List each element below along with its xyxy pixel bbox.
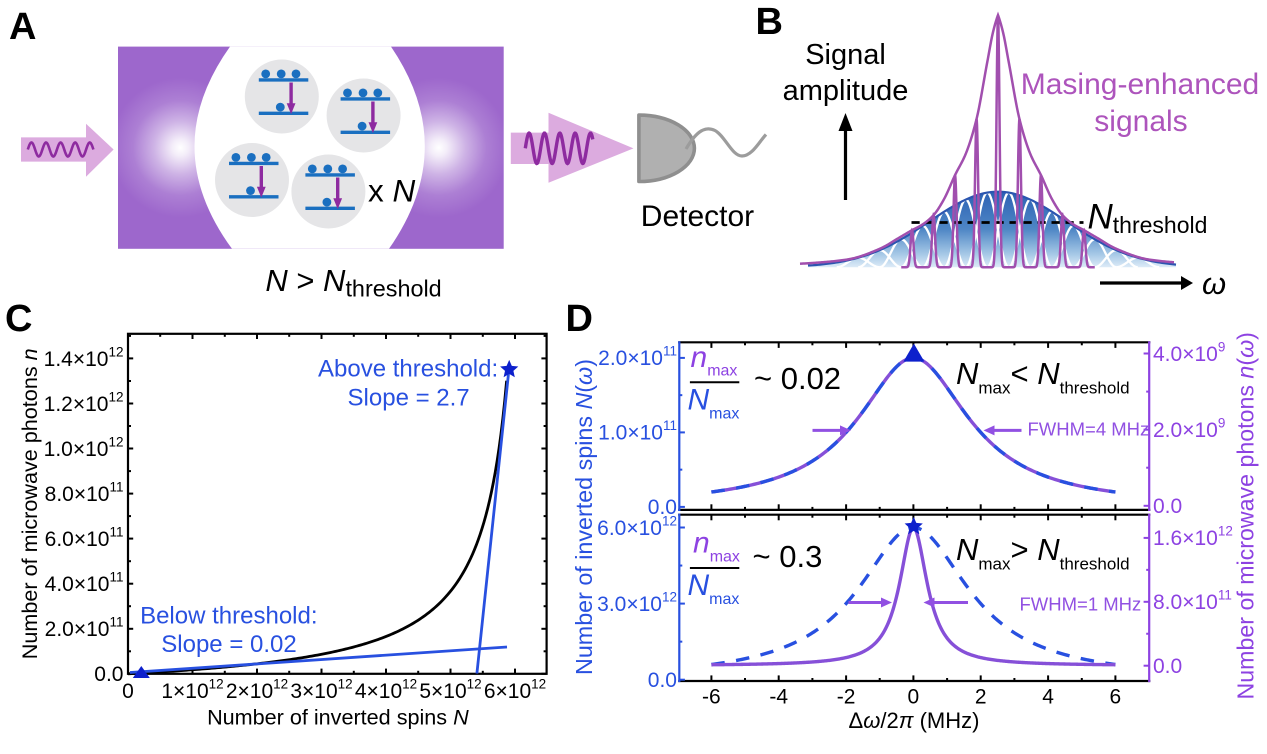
svg-text:0.0: 0.0 (648, 496, 677, 519)
svg-text:-2: -2 (837, 686, 856, 709)
svg-text:B: B (756, 1, 783, 43)
svg-text:Below threshold:: Below threshold: (140, 603, 317, 630)
svg-text:Signal: Signal (805, 39, 886, 71)
svg-text:C: C (5, 298, 32, 340)
svg-text:5×1012: 5×1012 (419, 676, 481, 703)
svg-text:4: 4 (1042, 686, 1054, 709)
svg-text:6.0×1011: 6.0×1011 (45, 524, 124, 551)
svg-text:Above threshold:: Above threshold: (318, 356, 498, 383)
svg-text:-4: -4 (769, 686, 788, 709)
svg-text:Detector: Detector (641, 200, 754, 233)
svg-text:signals: signals (1094, 105, 1187, 138)
svg-text:-6: -6 (702, 686, 721, 709)
svg-text:N > Nthreshold: N > Nthreshold (265, 263, 441, 302)
svg-text:~ 0.3: ~ 0.3 (753, 539, 823, 574)
svg-text:6: 6 (1110, 686, 1122, 709)
svg-text:0.0: 0.0 (1153, 495, 1182, 518)
svg-text:0.0: 0.0 (648, 669, 677, 692)
svg-text:amplitude: amplitude (783, 75, 909, 107)
svg-text:2: 2 (975, 686, 987, 709)
svg-text:Number of inverted spins N(ω): Number of inverted spins N(ω) (571, 359, 597, 675)
svg-text:0.0: 0.0 (94, 663, 123, 686)
svg-text:FWHM=1 MHz: FWHM=1 MHz (1020, 594, 1142, 615)
svg-text:Slope = 0.02: Slope = 0.02 (161, 631, 296, 658)
svg-text:0: 0 (908, 686, 920, 709)
svg-text:Number of microwave photons n: Number of microwave photons n (17, 348, 42, 659)
svg-text:4.0×109: 4.0×109 (1153, 339, 1225, 366)
svg-text:Slope = 2.7: Slope = 2.7 (348, 384, 470, 411)
svg-text:0.0: 0.0 (1153, 655, 1182, 678)
svg-text:Number of inverted spins N: Number of inverted spins N (207, 705, 469, 730)
svg-text:x N: x N (368, 172, 416, 208)
svg-text:~ 0.02: ~ 0.02 (754, 361, 841, 396)
svg-text:ω: ω (1202, 266, 1226, 301)
svg-text:D: D (566, 298, 593, 340)
svg-text:0: 0 (122, 680, 134, 703)
svg-text:Masing-enhanced: Masing-enhanced (1021, 68, 1260, 101)
svg-text:Δω/2π (MHz): Δω/2π (MHz) (849, 708, 980, 733)
svg-text:A: A (9, 6, 36, 48)
svg-text:2.0×109: 2.0×109 (1153, 415, 1225, 442)
svg-text:FWHM=4 MHz: FWHM=4 MHz (1028, 419, 1150, 440)
svg-text:Number of microwave photons n(: Number of microwave photons n(ω) (1233, 332, 1259, 699)
